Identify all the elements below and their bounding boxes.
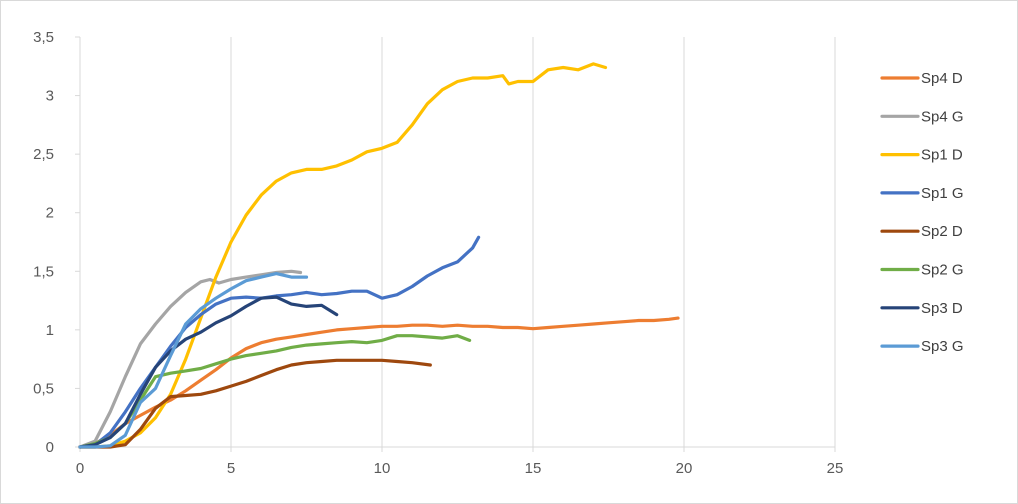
x-tick-label: 20 bbox=[676, 460, 693, 477]
x-tick-label: 25 bbox=[827, 460, 844, 477]
legend-label-sp3-d: Sp3 D bbox=[921, 300, 963, 317]
y-tick-label: 3,5 bbox=[33, 29, 54, 46]
axes: 0 5 10 15 20 25 0 0,5 1 1,5 2 2,5 3 3,5 bbox=[33, 29, 843, 477]
legend-label-sp4-d: Sp4 D bbox=[921, 70, 963, 87]
x-tick-label: 10 bbox=[374, 460, 391, 477]
series-lines bbox=[78, 62, 680, 449]
legend-label-sp2-d: Sp2 D bbox=[921, 223, 963, 240]
x-tick-label: 0 bbox=[76, 460, 84, 477]
y-tick-label: 1 bbox=[46, 322, 54, 339]
x-tick-label: 5 bbox=[227, 460, 235, 477]
series-line-sp1-d bbox=[78, 62, 608, 449]
y-tick-label: 0,5 bbox=[33, 380, 54, 397]
series-line-sp3-g bbox=[78, 272, 309, 449]
y-tick-label: 2,5 bbox=[33, 146, 54, 163]
legend-label-sp1-g: Sp1 G bbox=[921, 185, 964, 202]
series-line-sp2-d bbox=[78, 358, 432, 449]
series-line-sp4-d bbox=[78, 316, 680, 449]
series-line-sp4-g bbox=[78, 269, 303, 449]
y-tick-label: 0 bbox=[46, 439, 54, 456]
y-tick-label: 1,5 bbox=[33, 263, 54, 280]
x-tick-label: 15 bbox=[525, 460, 542, 477]
y-tick-label: 3 bbox=[46, 88, 54, 105]
series-line-sp2-g bbox=[78, 334, 472, 449]
y-tick-label: 2 bbox=[46, 205, 54, 222]
legend-label-sp4-g: Sp4 G bbox=[921, 108, 964, 125]
legend-label-sp1-d: Sp1 D bbox=[921, 147, 963, 164]
grid-lines bbox=[230, 37, 836, 447]
legend-label-sp2-g: Sp2 G bbox=[921, 262, 964, 279]
legend: Sp4 D Sp4 G Sp1 D Sp1 G Sp2 D Sp2 G Sp3 D Sp3 G bbox=[880, 70, 964, 355]
series-line-sp3-d bbox=[78, 295, 339, 449]
legend-label-sp3-g: Sp3 G bbox=[921, 338, 964, 355]
